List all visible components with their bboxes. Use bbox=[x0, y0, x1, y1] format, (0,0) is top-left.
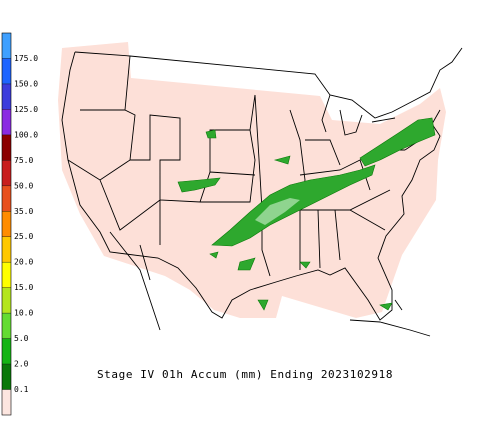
baja-coast bbox=[109, 231, 161, 331]
legend-swatch bbox=[2, 134, 11, 161]
legend-swatch bbox=[2, 313, 11, 339]
legend-swatch bbox=[2, 58, 11, 84]
legend-label: 5.0 bbox=[14, 334, 29, 343]
caption: Stage IV 01h Accum (mm) Ending 202310291… bbox=[97, 368, 393, 381]
legend-swatch bbox=[2, 287, 11, 314]
legend-swatch bbox=[2, 262, 11, 288]
legend-swatch bbox=[2, 160, 11, 186]
rain-cells bbox=[209, 155, 393, 311]
legend-label: 0.1 bbox=[14, 385, 29, 394]
legend-frame bbox=[1, 32, 12, 416]
great-lakes bbox=[321, 94, 396, 136]
legend-swatch bbox=[2, 185, 11, 212]
legend-label: 2.0 bbox=[14, 360, 29, 369]
us-coastline bbox=[61, 51, 441, 321]
legend-label: 15.0 bbox=[14, 283, 33, 292]
legend-label: 50.0 bbox=[14, 181, 33, 190]
legend-label: 10.0 bbox=[14, 309, 33, 318]
rain-northeast bbox=[359, 117, 436, 167]
caribbean-coast bbox=[349, 299, 431, 337]
legend-label: 25.0 bbox=[14, 232, 33, 241]
rain-band-light bbox=[255, 198, 300, 225]
northern-border bbox=[74, 47, 463, 119]
legend-label: 150.0 bbox=[14, 79, 38, 88]
legend-swatch bbox=[2, 338, 11, 365]
legend-swatch bbox=[2, 33, 11, 59]
legend-label: 175.0 bbox=[14, 54, 38, 63]
legend-swatch bbox=[2, 83, 11, 110]
rain-plains bbox=[177, 177, 221, 193]
legend-label: 75.0 bbox=[14, 156, 33, 165]
legend: 175.0 150.0 125.0 100.0 75.0 50.0 35.0 25.0 20.0… bbox=[1, 32, 38, 416]
legend-swatch bbox=[2, 109, 11, 135]
legend-swatch bbox=[2, 389, 11, 415]
legend-label: 100.0 bbox=[14, 130, 38, 139]
legend-label: 35.0 bbox=[14, 207, 33, 216]
legend-swatch bbox=[2, 364, 11, 390]
rain-dakota bbox=[205, 129, 217, 139]
analysis-domain bbox=[58, 42, 446, 318]
rain-band bbox=[211, 164, 376, 247]
legend-swatch bbox=[2, 236, 11, 263]
legend-label: 20.0 bbox=[14, 258, 33, 267]
legend-swatch bbox=[2, 211, 11, 237]
legend-label: 125.0 bbox=[14, 105, 38, 114]
